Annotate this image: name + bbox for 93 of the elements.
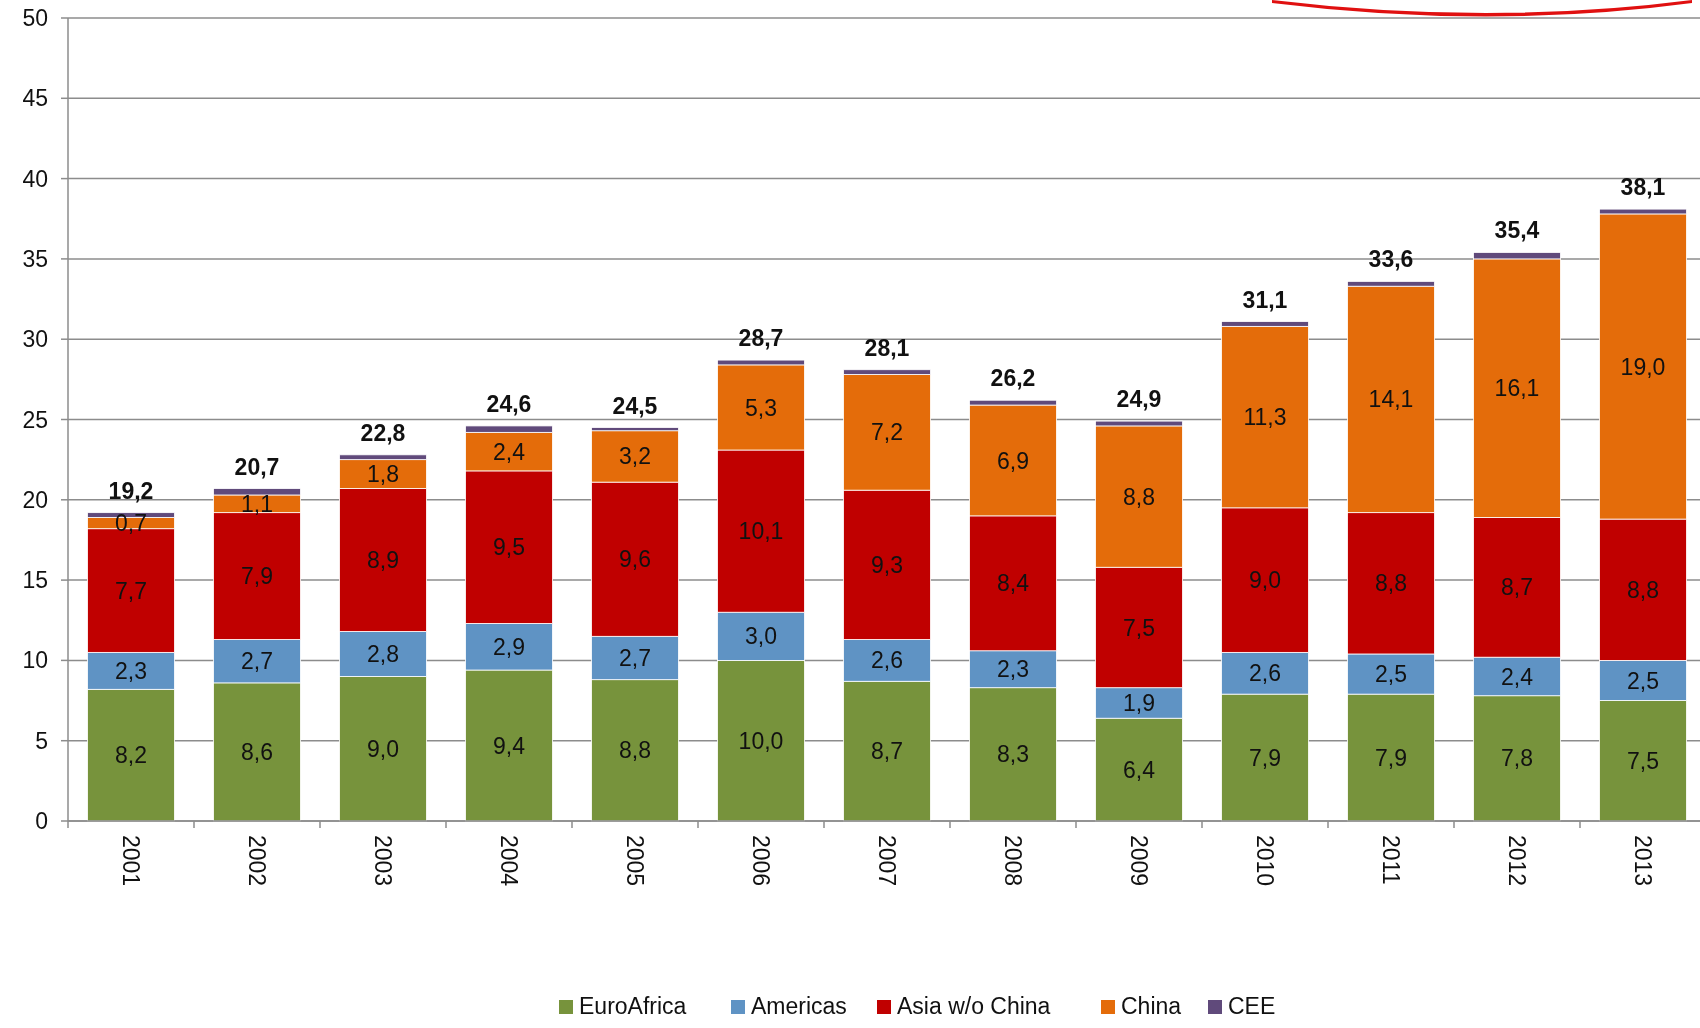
total-label: 35,4: [1494, 217, 1540, 244]
data-label: 7,2: [871, 419, 903, 446]
data-label: 14,1: [1368, 386, 1414, 413]
data-label: 6,4: [1123, 756, 1156, 783]
y-tick-label: 20: [22, 486, 48, 513]
data-label: 7,9: [241, 563, 273, 590]
y-tick-label: 40: [22, 165, 48, 192]
data-label: 2,7: [241, 648, 273, 675]
data-label: 2,5: [1375, 661, 1407, 688]
total-label: 28,7: [738, 325, 784, 352]
data-label: 7,5: [1123, 614, 1155, 641]
data-label: 8,6: [241, 738, 273, 765]
data-label: 2,3: [997, 656, 1029, 683]
y-tick-label: 15: [22, 567, 48, 594]
data-label: 7,5: [1627, 747, 1659, 774]
x-tick-label: 2006: [747, 835, 774, 887]
y-tick-label: 45: [22, 85, 48, 112]
data-label: 8,7: [1501, 574, 1533, 601]
data-label: 16,1: [1494, 375, 1540, 402]
total-label: 20,7: [234, 453, 280, 480]
data-label: 8,3: [997, 741, 1029, 768]
data-label: 8,2: [115, 742, 147, 769]
data-label: 6,9: [997, 447, 1029, 474]
total-label: 38,1: [1620, 174, 1666, 201]
data-label: 1,8: [367, 461, 399, 488]
data-label: 1,1: [241, 490, 273, 517]
data-label: 9,6: [619, 546, 651, 573]
data-label: 8,7: [871, 738, 903, 765]
total-label: 24,5: [612, 392, 658, 419]
x-tick-label: 2009: [1125, 835, 1152, 887]
total-label: 28,1: [864, 334, 910, 361]
y-tick-label: 10: [22, 647, 48, 674]
data-label: 2,4: [1501, 663, 1534, 690]
x-tick-label: 2013: [1629, 835, 1656, 887]
data-label: 2,3: [115, 657, 147, 684]
x-tick-label: 2008: [999, 835, 1026, 887]
data-label: 7,9: [1249, 744, 1281, 771]
x-tick-label: 2005: [621, 835, 648, 887]
legend-label: Americas: [751, 993, 847, 1019]
data-label: 10,1: [738, 518, 784, 545]
data-label: 7,8: [1501, 745, 1533, 772]
x-tick-label: 2002: [243, 835, 270, 887]
data-label: 9,3: [871, 551, 903, 578]
y-tick-label: 25: [22, 406, 48, 433]
total-label: 24,6: [486, 390, 532, 417]
total-label: 33,6: [1368, 246, 1414, 273]
y-tick-label: 0: [35, 808, 48, 835]
data-label: 1,9: [1123, 690, 1155, 717]
data-label: 9,4: [493, 732, 526, 759]
data-label: 8,9: [367, 547, 399, 574]
total-label: 22,8: [360, 419, 406, 446]
x-tick-label: 2007: [873, 835, 900, 887]
y-tick-label: 35: [22, 245, 48, 272]
data-label: 9,5: [493, 534, 525, 561]
data-label: 8,8: [1375, 570, 1407, 597]
data-label: 3,2: [619, 443, 651, 470]
data-label: 11,3: [1243, 404, 1287, 431]
x-tick-label: 2010: [1251, 835, 1278, 887]
x-tick-label: 2004: [495, 835, 522, 887]
y-tick-label: 5: [35, 727, 48, 754]
total-label: 19,2: [108, 477, 154, 504]
data-label: 8,8: [619, 737, 651, 764]
total-label: 24,9: [1116, 386, 1162, 413]
data-label: 2,7: [619, 645, 651, 672]
data-label: 2,4: [493, 438, 526, 465]
total-label: 31,1: [1242, 286, 1288, 313]
x-tick-label: 2012: [1503, 835, 1530, 887]
total-label: 26,2: [990, 365, 1036, 392]
data-label: 8,8: [1123, 483, 1155, 510]
data-label: 7,7: [115, 577, 147, 604]
data-label: 3,0: [745, 623, 777, 650]
data-label: 2,8: [367, 641, 399, 668]
legend-label: Asia w/o China: [897, 993, 1051, 1019]
y-tick-label: 30: [22, 326, 48, 353]
legend-label: China: [1121, 993, 1182, 1019]
data-label: 9,0: [1249, 567, 1281, 594]
data-label: 9,0: [367, 735, 399, 762]
data-label: 2,6: [1249, 660, 1281, 687]
legend-label: CEE: [1228, 993, 1276, 1019]
data-label: 2,5: [1627, 667, 1659, 694]
data-label: 10,0: [738, 727, 784, 754]
data-label: 19,0: [1620, 353, 1666, 380]
legend-label: EuroAfrica: [579, 993, 687, 1019]
data-label: 7,9: [1375, 744, 1407, 771]
data-label: 2,6: [871, 647, 903, 674]
data-label: 2,9: [493, 633, 525, 660]
x-tick-label: 2003: [369, 835, 396, 887]
data-label: 5,3: [745, 394, 777, 421]
x-tick-label: 2011: [1377, 835, 1404, 885]
data-label: 8,4: [997, 570, 1030, 597]
y-tick-label: 50: [22, 5, 48, 32]
data-label: 8,8: [1627, 576, 1659, 603]
x-tick-label: 2001: [117, 835, 144, 887]
